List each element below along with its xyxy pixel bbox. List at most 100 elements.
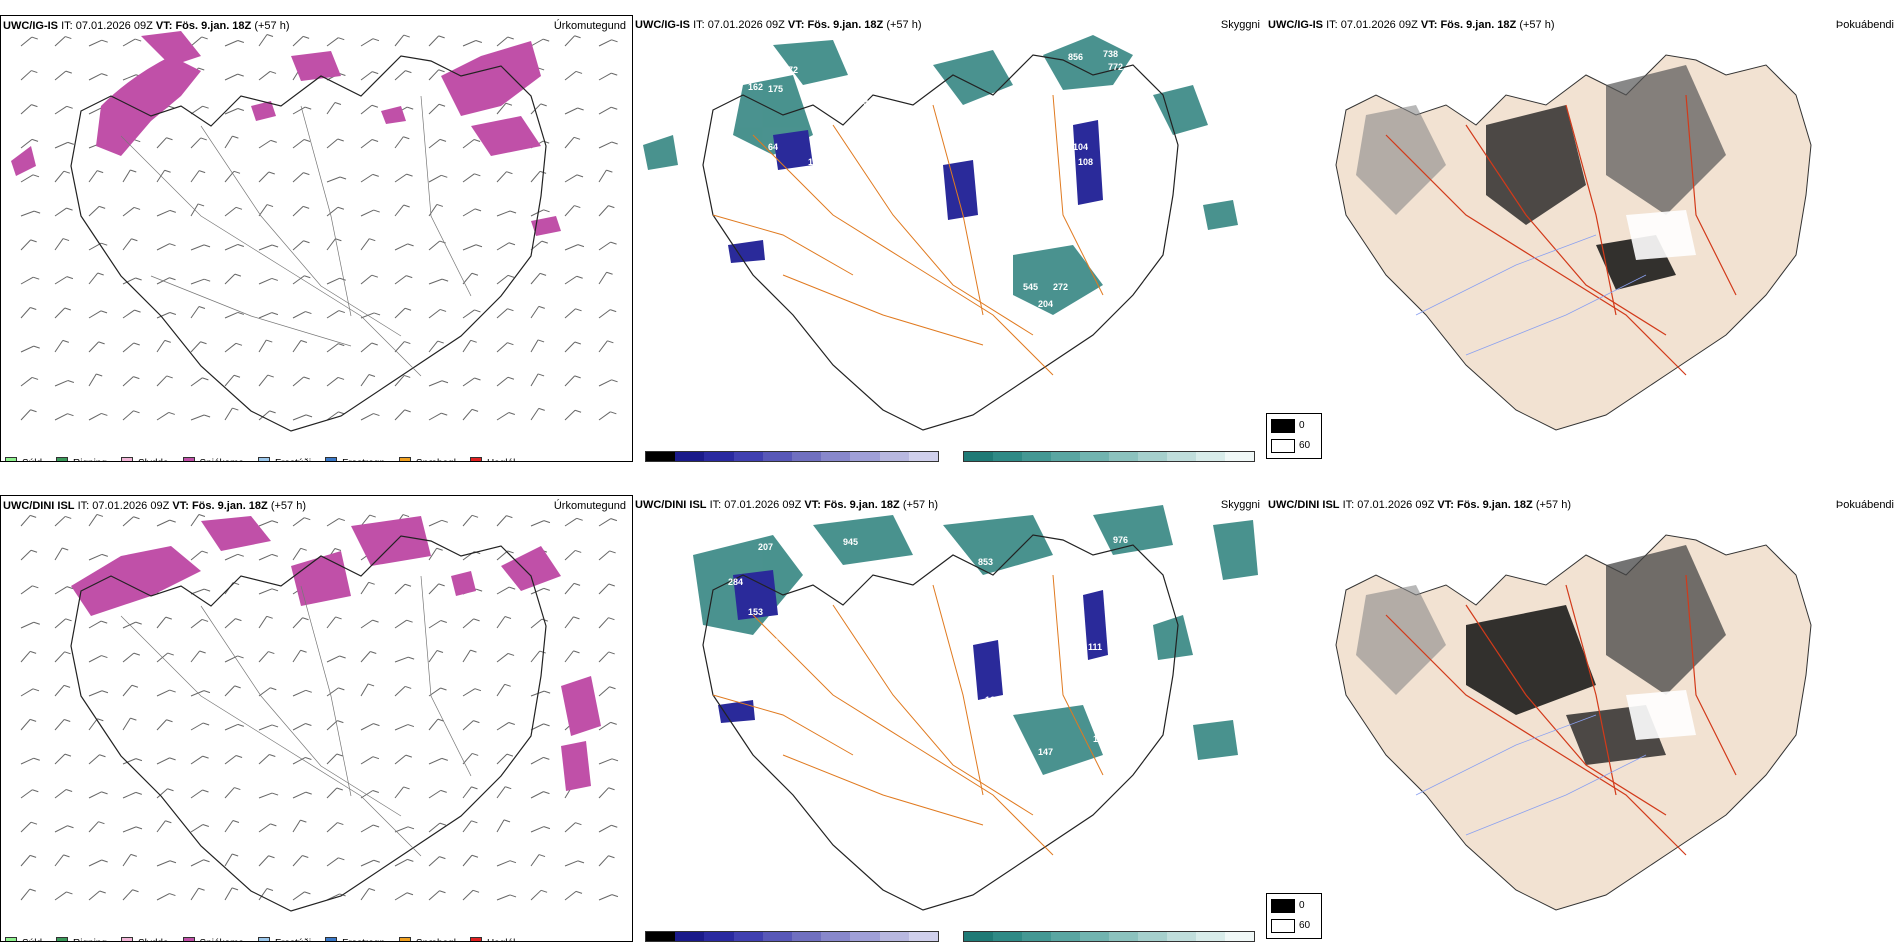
wind-barb bbox=[88, 620, 102, 629]
wind-barb bbox=[54, 685, 65, 697]
precip-legend-item: Haglél bbox=[469, 457, 515, 461]
cloud-base-label: 142 bbox=[1041, 139, 1056, 149]
wind-barb-flag bbox=[98, 821, 105, 825]
wind-barb-flag bbox=[101, 39, 108, 43]
wind-barb-flag bbox=[199, 650, 206, 654]
cloud-map-row2: 207 284 153 148 945 676 853 982 976 967 81 49 111 122… bbox=[693, 505, 1258, 937]
wind-barb-flag bbox=[368, 888, 376, 891]
wind-barb bbox=[360, 514, 371, 527]
wind-barb bbox=[88, 341, 100, 353]
wind-barb bbox=[360, 723, 374, 731]
colorbar-segment bbox=[964, 452, 993, 461]
wind-barb-flag bbox=[270, 823, 277, 827]
colorbar-segment bbox=[1167, 452, 1196, 461]
wind-barb bbox=[20, 104, 32, 115]
wind-barb-flag bbox=[165, 616, 172, 620]
wind-barb bbox=[88, 718, 98, 731]
wind-barb bbox=[598, 855, 609, 867]
wind-barb bbox=[428, 757, 443, 765]
wind-barb bbox=[20, 409, 31, 421]
wind-barb bbox=[258, 171, 270, 183]
wind-barb bbox=[360, 38, 374, 47]
precip-type-panel-row2: UWC/DINI ISL IT: 07.01.2026 09Z VT: Fös.… bbox=[0, 495, 633, 942]
wind-barb bbox=[326, 616, 336, 629]
wind-barb-flag bbox=[33, 276, 40, 280]
wind-barb-flag bbox=[403, 34, 410, 38]
wind-barb bbox=[598, 141, 612, 149]
map-title: UWC/DINI ISL IT: 07.01.2026 09Z VT: Fös.… bbox=[635, 499, 938, 511]
wind-barb bbox=[564, 890, 577, 901]
wind-barb-flag bbox=[576, 174, 584, 178]
cloud-base-label: 147 bbox=[1038, 747, 1053, 757]
wind-barb bbox=[20, 345, 34, 353]
wind-barb-flag bbox=[373, 413, 380, 417]
wind-barb-flag bbox=[372, 173, 379, 177]
wind-barb-flag bbox=[440, 789, 447, 793]
wind-barb bbox=[530, 791, 544, 799]
wind-barb bbox=[292, 791, 306, 799]
wind-barb-flag bbox=[607, 340, 614, 344]
wind-barb-flag bbox=[538, 854, 546, 858]
wind-barb bbox=[530, 339, 539, 353]
precip-legend-item: Slydda bbox=[120, 937, 169, 941]
visibility-colorbar bbox=[963, 451, 1255, 462]
wind-barb-flag bbox=[203, 690, 211, 694]
wind-barb-flag bbox=[538, 407, 545, 411]
wind-barb-flag bbox=[474, 377, 481, 381]
wind-barb bbox=[530, 854, 540, 867]
wind-barb-flag bbox=[573, 650, 580, 654]
wind-barb bbox=[598, 169, 607, 183]
wind-barb-flag bbox=[203, 414, 211, 418]
wind-barb-flag bbox=[575, 890, 583, 894]
roads bbox=[712, 574, 1104, 856]
precip-legend-item: Slydda bbox=[120, 457, 169, 461]
wind-barb bbox=[530, 650, 541, 663]
wind-barb-flag bbox=[407, 826, 415, 830]
wind-barb-flag bbox=[232, 853, 239, 857]
wind-barb bbox=[292, 376, 305, 387]
wind-barb-flag bbox=[66, 105, 73, 109]
wind-barb-flag bbox=[169, 757, 176, 761]
cloud-base-label: 152 bbox=[1133, 262, 1148, 272]
wind-barb bbox=[598, 106, 612, 115]
wind-barb-flag bbox=[406, 275, 413, 279]
wind-barb bbox=[20, 174, 34, 183]
wind-barb bbox=[156, 820, 166, 833]
wind-barb-flag bbox=[475, 588, 483, 592]
wind-barb bbox=[394, 858, 408, 867]
wind-barb-flag bbox=[470, 339, 477, 343]
wind-barb-flag bbox=[101, 859, 108, 863]
wind-barb-flag bbox=[101, 73, 108, 77]
wind-barb-flag bbox=[543, 690, 551, 694]
wind-barb bbox=[156, 375, 168, 387]
wind-barb-flag bbox=[337, 206, 345, 210]
fog-panel-row2: UWC/DINI ISL IT: 07.01.2026 09Z VT: Fös.… bbox=[1266, 495, 1900, 942]
wind-barb bbox=[360, 582, 370, 595]
wind-barb bbox=[156, 340, 166, 353]
cloudbase-areas bbox=[718, 570, 1108, 723]
colorbar-segment bbox=[1051, 932, 1080, 941]
wind-barb-flag bbox=[234, 685, 241, 689]
wind-barb-flag bbox=[474, 173, 481, 177]
wind-barb bbox=[326, 822, 338, 833]
wind-barb bbox=[564, 174, 578, 183]
wind-barb bbox=[564, 822, 576, 833]
wind-barb bbox=[88, 791, 102, 799]
wind-barb-flag bbox=[203, 278, 211, 282]
wind-barb bbox=[224, 723, 239, 731]
wind-barb bbox=[156, 519, 170, 527]
cloud-base-label: 104 bbox=[1073, 142, 1088, 152]
wind-barb-flag bbox=[441, 174, 448, 178]
wind-barb-flag bbox=[436, 650, 444, 653]
wind-barb-flag bbox=[372, 824, 380, 828]
wind-barb bbox=[156, 788, 168, 799]
wind-barb bbox=[530, 618, 543, 629]
wind-barb bbox=[598, 205, 609, 217]
wind-barb-flag bbox=[101, 412, 108, 416]
wind-barb bbox=[224, 553, 238, 561]
precip-map-row1 bbox=[11, 31, 618, 432]
wind-barb-flag bbox=[169, 277, 176, 281]
wind-barb-flag bbox=[338, 37, 345, 41]
wind-barb bbox=[122, 342, 135, 353]
wind-barb-flag bbox=[509, 860, 517, 864]
